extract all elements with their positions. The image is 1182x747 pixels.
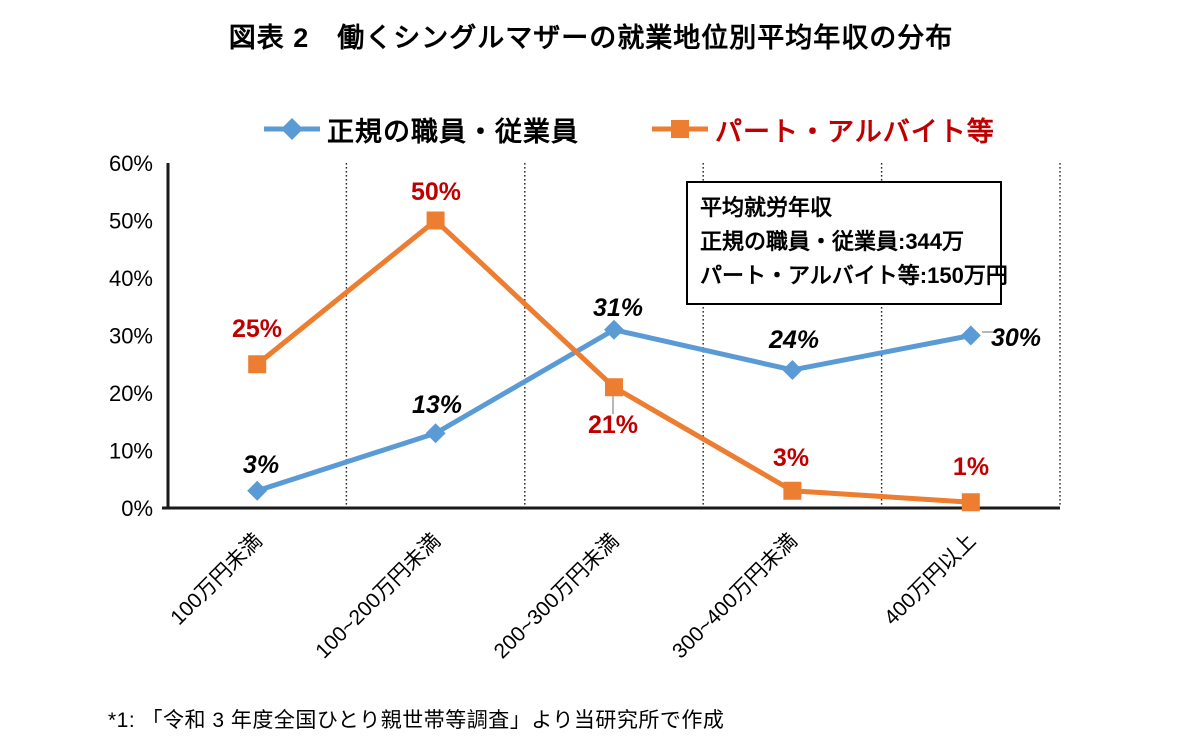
data-label: 21% [588, 411, 638, 439]
legend-item-regular-employee: 正規の職員・従業員 [263, 111, 579, 147]
x-category-label: 100万円未満 [166, 529, 266, 629]
data-label: 13% [412, 391, 462, 419]
y-tick-label: 50% [109, 209, 153, 234]
legend-marker-diamond [281, 118, 303, 140]
annotation-line-heading: 平均就労年収 [700, 195, 833, 220]
chart-title: 図表 2 働くシングルマザーの就業地位別平均年収の分布 [228, 23, 954, 53]
legend-square-marker-icon [652, 120, 708, 138]
marker-diamond [782, 360, 803, 380]
legend-item-parttime: パート・アルバイト等 [651, 111, 995, 147]
marker-square [605, 378, 623, 397]
data-label: 31% [593, 294, 643, 322]
data-label: 30% [991, 324, 1041, 352]
annotation-line-parttime: パート・アルバイト等:150万円 [700, 263, 1008, 288]
marker-square [783, 481, 802, 500]
data-label: 24% [768, 326, 819, 354]
data-label: 1% [953, 453, 989, 481]
x-category-label: 200~300万円未満 [490, 529, 624, 663]
marker-diamond [604, 319, 624, 340]
y-tick-label: 30% [109, 324, 153, 349]
y-tick-label: 10% [109, 439, 153, 464]
average-income-annotation-box: 平均就労年収 正規の職員・従業員:344万 パート・アルバイト等:150万円 [686, 181, 1008, 305]
marker-square [961, 493, 980, 512]
marker-square [248, 355, 267, 374]
marker-square [426, 211, 445, 230]
legend-label-regular-employee: 正規の職員・従業員 [327, 116, 579, 147]
y-tick-label: 40% [109, 266, 153, 291]
legend-diamond-marker-icon [264, 118, 320, 140]
data-label: 50% [411, 178, 461, 206]
x-category-label: 100~200万円未満 [311, 529, 445, 663]
y-tick-label: 20% [109, 381, 153, 406]
data-label: 25% [232, 315, 282, 343]
data-label: 3% [243, 451, 279, 479]
x-category-label: 400万円以上 [880, 529, 980, 629]
data-label: 3% [773, 444, 809, 472]
source-footnote: *1: 「令和 3 年度全国ひとり親世帯等調査」より当研究所で作成 [108, 709, 725, 732]
y-tick-label: 0% [121, 496, 153, 521]
marker-diamond [247, 480, 268, 501]
y-tick-label: 60% [109, 151, 153, 176]
marker-diamond [960, 325, 981, 346]
x-category-label: 300~400万円未満 [668, 529, 802, 663]
marker-diamond [425, 423, 446, 444]
legend-marker-square [671, 120, 689, 138]
annotation-line-regular: 正規の職員・従業員:344万 [700, 229, 965, 254]
legend-label-parttime: パート・アルバイト等 [715, 116, 995, 147]
